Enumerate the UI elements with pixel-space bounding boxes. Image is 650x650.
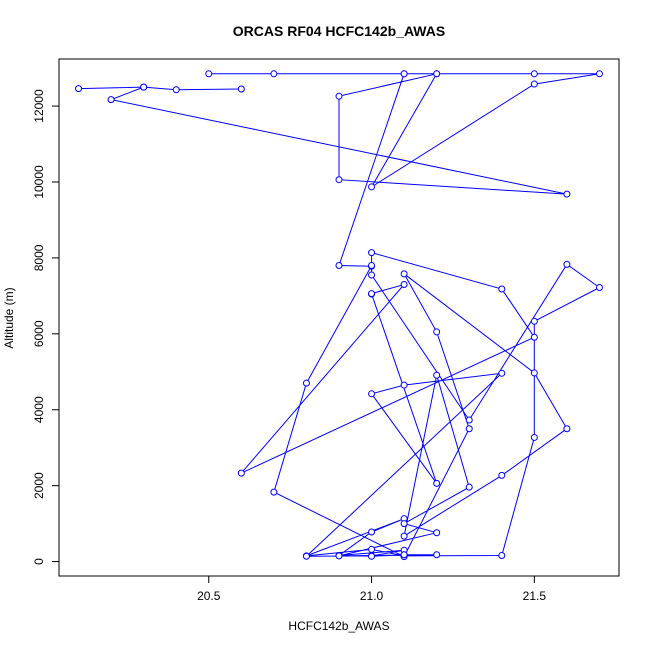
data-point xyxy=(595,284,603,292)
data-point xyxy=(433,529,441,537)
data-point xyxy=(237,469,245,477)
data-point xyxy=(465,425,473,433)
x-tick-label: 21.5 xyxy=(523,589,547,603)
y-tick-label: 4000 xyxy=(32,396,46,423)
y-tick-label: 12000 xyxy=(32,89,46,123)
data-point xyxy=(530,70,538,78)
data-point xyxy=(368,290,376,298)
data-point xyxy=(335,552,343,560)
data-point xyxy=(335,176,343,184)
x-tick-label: 20.5 xyxy=(197,589,221,603)
data-point xyxy=(433,479,441,487)
x-tick-label: 21.0 xyxy=(360,589,384,603)
x-axis-label: HCFC142b_AWAS xyxy=(288,619,389,633)
data-point xyxy=(368,249,376,257)
data-point xyxy=(368,261,376,269)
data-point xyxy=(498,552,506,560)
data-point xyxy=(498,369,506,377)
data-point xyxy=(433,371,441,379)
plot-frame xyxy=(58,58,620,577)
data-point xyxy=(530,80,538,88)
data-point xyxy=(530,333,538,341)
data-point xyxy=(400,381,408,389)
data-point xyxy=(75,85,83,93)
data-point xyxy=(400,520,408,528)
data-point xyxy=(563,190,571,198)
data-point xyxy=(172,86,180,94)
data-point xyxy=(368,390,376,398)
data-point xyxy=(107,96,115,104)
series-line xyxy=(78,73,601,558)
data-point xyxy=(433,328,441,336)
data-point xyxy=(433,70,441,78)
data-point xyxy=(595,70,603,78)
data-point xyxy=(563,260,571,268)
y-tick-label: 8000 xyxy=(32,244,46,271)
data-point xyxy=(270,70,278,78)
y-axis-label: Altitude (m) xyxy=(2,287,16,348)
data-point xyxy=(368,545,376,553)
data-point xyxy=(140,83,148,91)
data-point xyxy=(335,261,343,269)
data-point xyxy=(205,70,213,78)
data-series xyxy=(75,70,603,561)
chart-title: ORCAS RF04 HCFC142b_AWAS xyxy=(233,23,445,39)
y-tick-label: 2000 xyxy=(32,472,46,499)
data-point xyxy=(433,551,441,559)
data-point xyxy=(400,280,408,288)
data-point xyxy=(498,285,506,293)
data-point xyxy=(400,70,408,78)
data-point xyxy=(368,528,376,536)
data-point xyxy=(368,183,376,191)
data-point xyxy=(237,85,245,93)
data-point xyxy=(530,317,538,325)
y-tick-label: 6000 xyxy=(32,320,46,347)
data-point xyxy=(400,551,408,559)
data-point xyxy=(270,488,278,496)
data-point xyxy=(368,552,376,560)
data-point xyxy=(302,552,310,560)
data-point xyxy=(498,471,506,479)
data-point xyxy=(563,425,571,433)
x-axis: 20.5 21.0 21.5 xyxy=(197,576,546,603)
data-point xyxy=(400,532,408,540)
data-point xyxy=(530,433,538,441)
y-tick-label: 0 xyxy=(32,558,46,565)
data-point xyxy=(302,379,310,387)
data-point xyxy=(400,270,408,278)
data-point xyxy=(368,271,376,279)
data-point xyxy=(530,369,538,377)
y-tick-label: 10000 xyxy=(32,165,46,199)
data-point xyxy=(335,92,343,100)
y-axis: 0 2000 4000 6000 8000 10000 12000 xyxy=(32,89,59,565)
data-point xyxy=(465,483,473,491)
data-point xyxy=(465,416,473,424)
